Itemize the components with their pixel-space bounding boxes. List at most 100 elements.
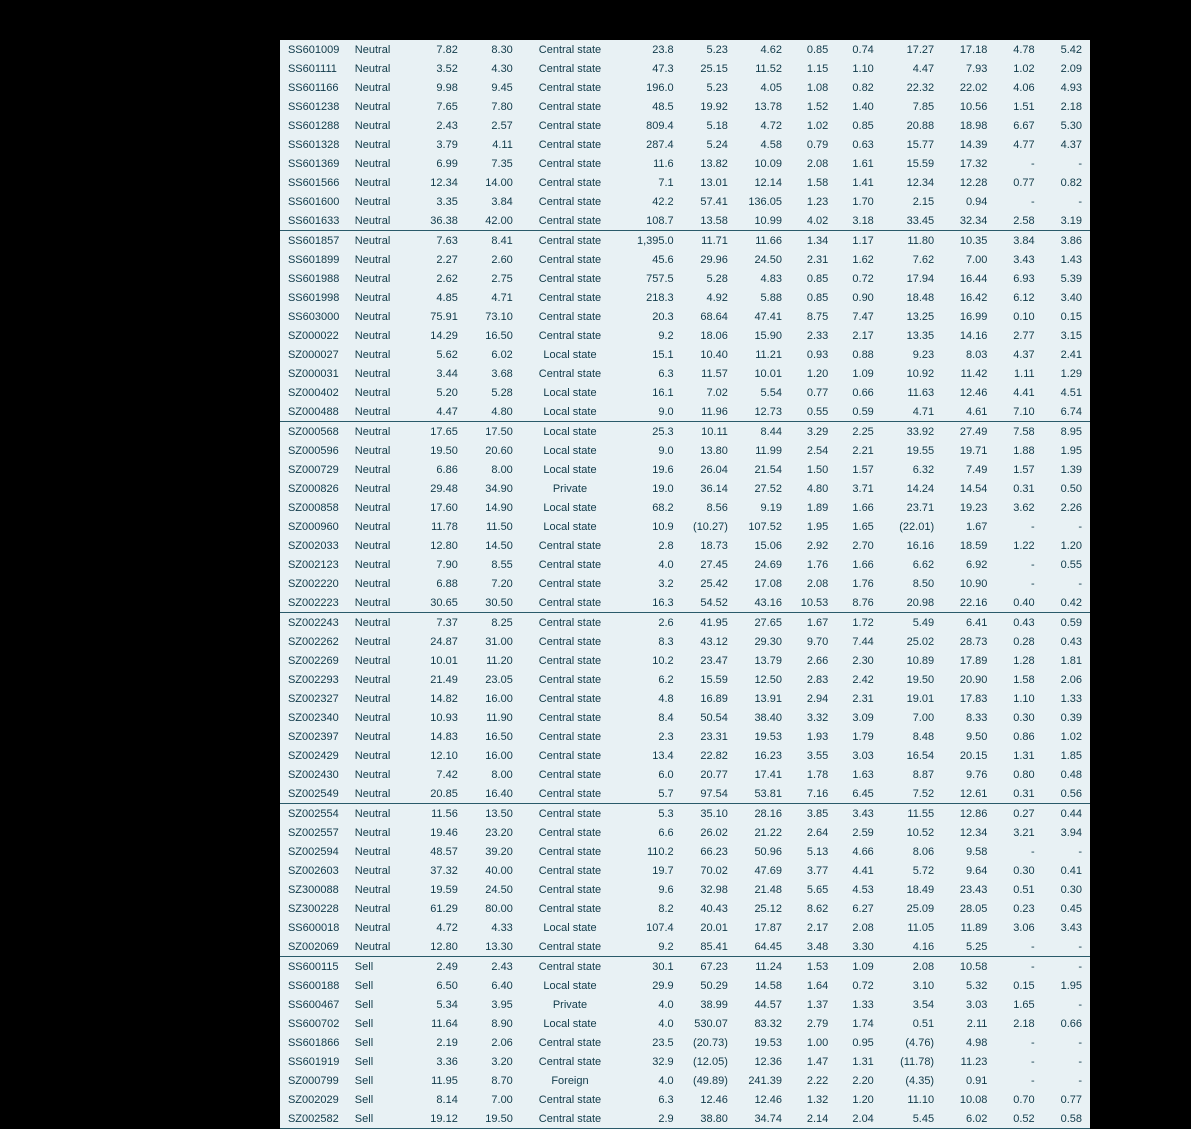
- cell-roe1: 18.48: [878, 288, 938, 307]
- cell-ownership: Central state: [523, 689, 617, 708]
- cell-pe2: 4.05: [732, 78, 786, 97]
- cell-recommendation: Sell: [351, 995, 407, 1014]
- cell-dy1: -: [991, 555, 1038, 574]
- row-lead-blank: [90, 784, 280, 804]
- cell-recommendation: Sell: [351, 1090, 407, 1109]
- cell-dy2: 3.43: [1039, 918, 1090, 937]
- cell-pb2: 1.79: [832, 727, 878, 746]
- cell-pe2: 21.48: [732, 880, 786, 899]
- cell-dy2: 8.95: [1039, 422, 1090, 442]
- cell-target: 4.11: [462, 135, 523, 154]
- cell-pe2: 83.32: [732, 1014, 786, 1033]
- row-lead-blank: [90, 555, 280, 574]
- cell-ticker: SS600018: [280, 918, 351, 937]
- row-lead-blank: [90, 116, 280, 135]
- table-row: SZ000022Neutral14.2916.50Central state9.…: [90, 326, 1090, 345]
- table-row: SZ002557Neutral19.4623.20Central state6.…: [90, 823, 1090, 842]
- cell-roe1: 4.71: [878, 402, 938, 422]
- cell-dy2: 1.39: [1039, 460, 1090, 479]
- cell-pe1: 13.82: [678, 154, 732, 173]
- cell-mktcap: 9.0: [617, 402, 678, 422]
- cell-pb2: 3.03: [832, 746, 878, 765]
- row-lead-blank: [90, 383, 280, 402]
- cell-pb2: 1.09: [832, 957, 878, 977]
- cell-pb2: 1.20: [832, 1090, 878, 1109]
- cell-mktcap: 48.5: [617, 97, 678, 116]
- cell-ticker: SZ002549: [280, 784, 351, 804]
- cell-target: 4.80: [462, 402, 523, 422]
- cell-mktcap: 4.0: [617, 1071, 678, 1090]
- row-lead-blank: [90, 59, 280, 78]
- cell-pb2: 1.66: [832, 498, 878, 517]
- cell-roe2: 18.98: [938, 116, 991, 135]
- cell-dy2: -: [1039, 1071, 1090, 1090]
- cell-dy1: 4.06: [991, 78, 1038, 97]
- row-lead-blank: [90, 1033, 280, 1052]
- row-lead-blank: [90, 154, 280, 173]
- cell-pb2: 2.20: [832, 1071, 878, 1090]
- cell-recommendation: Neutral: [351, 823, 407, 842]
- cell-pe2: 17.87: [732, 918, 786, 937]
- cell-mktcap: 3.2: [617, 574, 678, 593]
- cell-target: 8.55: [462, 555, 523, 574]
- cell-mktcap: 7.1: [617, 173, 678, 192]
- cell-price: 30.65: [407, 593, 462, 613]
- cell-ticker: SS601857: [280, 231, 351, 251]
- table-row: SZ002220Neutral6.887.20Central state3.22…: [90, 574, 1090, 593]
- cell-pb1: 4.02: [786, 211, 832, 231]
- cell-pb2: 1.40: [832, 97, 878, 116]
- cell-price: 11.56: [407, 804, 462, 824]
- cell-pb1: 1.32: [786, 1090, 832, 1109]
- cell-pe2: 19.53: [732, 727, 786, 746]
- cell-dy1: 0.28: [991, 632, 1038, 651]
- cell-dy2: 2.06: [1039, 670, 1090, 689]
- row-lead-blank: [90, 192, 280, 211]
- cell-roe1: 23.71: [878, 498, 938, 517]
- cell-pb1: 3.48: [786, 937, 832, 957]
- cell-pe2: 16.23: [732, 746, 786, 765]
- cell-mktcap: 107.4: [617, 918, 678, 937]
- cell-ticker: SZ300088: [280, 880, 351, 899]
- cell-pb2: 4.41: [832, 861, 878, 880]
- cell-ticker: SZ002262: [280, 632, 351, 651]
- cell-roe2: 12.34: [938, 823, 991, 842]
- cell-price: 5.62: [407, 345, 462, 364]
- cell-dy1: 4.37: [991, 345, 1038, 364]
- cell-roe2: 17.18: [938, 40, 991, 59]
- cell-pb1: 3.55: [786, 746, 832, 765]
- cell-ticker: SS600467: [280, 995, 351, 1014]
- cell-mktcap: 68.2: [617, 498, 678, 517]
- cell-recommendation: Neutral: [351, 727, 407, 746]
- cell-pe1: 20.77: [678, 765, 732, 784]
- cell-target: 7.35: [462, 154, 523, 173]
- cell-dy2: 3.94: [1039, 823, 1090, 842]
- cell-mktcap: 809.4: [617, 116, 678, 135]
- cell-ownership: Local state: [523, 918, 617, 937]
- cell-ownership: Local state: [523, 1014, 617, 1033]
- cell-roe2: 12.28: [938, 173, 991, 192]
- cell-ownership: Central state: [523, 593, 617, 613]
- cell-roe2: 17.89: [938, 651, 991, 670]
- cell-ownership: Central state: [523, 804, 617, 824]
- cell-recommendation: Neutral: [351, 231, 407, 251]
- cell-ownership: Central state: [523, 364, 617, 383]
- row-lead-blank: [90, 517, 280, 536]
- cell-dy2: 0.42: [1039, 593, 1090, 613]
- cell-price: 14.29: [407, 326, 462, 345]
- cell-roe1: 33.45: [878, 211, 938, 231]
- cell-roe1: 16.16: [878, 536, 938, 555]
- cell-pe1: 12.46: [678, 1090, 732, 1109]
- cell-pb2: 2.17: [832, 326, 878, 345]
- table-row: SS601566Neutral12.3414.00Central state7.…: [90, 173, 1090, 192]
- cell-pb1: 4.80: [786, 479, 832, 498]
- cell-price: 10.93: [407, 708, 462, 727]
- table-row: SS601899Neutral2.272.60Central state45.6…: [90, 250, 1090, 269]
- cell-pe1: 85.41: [678, 937, 732, 957]
- cell-pe2: 5.54: [732, 383, 786, 402]
- cell-pe1: 25.15: [678, 59, 732, 78]
- row-lead-blank: [90, 78, 280, 97]
- cell-roe2: 1.67: [938, 517, 991, 536]
- cell-roe2: 10.58: [938, 957, 991, 977]
- cell-ticker: SS601566: [280, 173, 351, 192]
- cell-pb2: 8.76: [832, 593, 878, 613]
